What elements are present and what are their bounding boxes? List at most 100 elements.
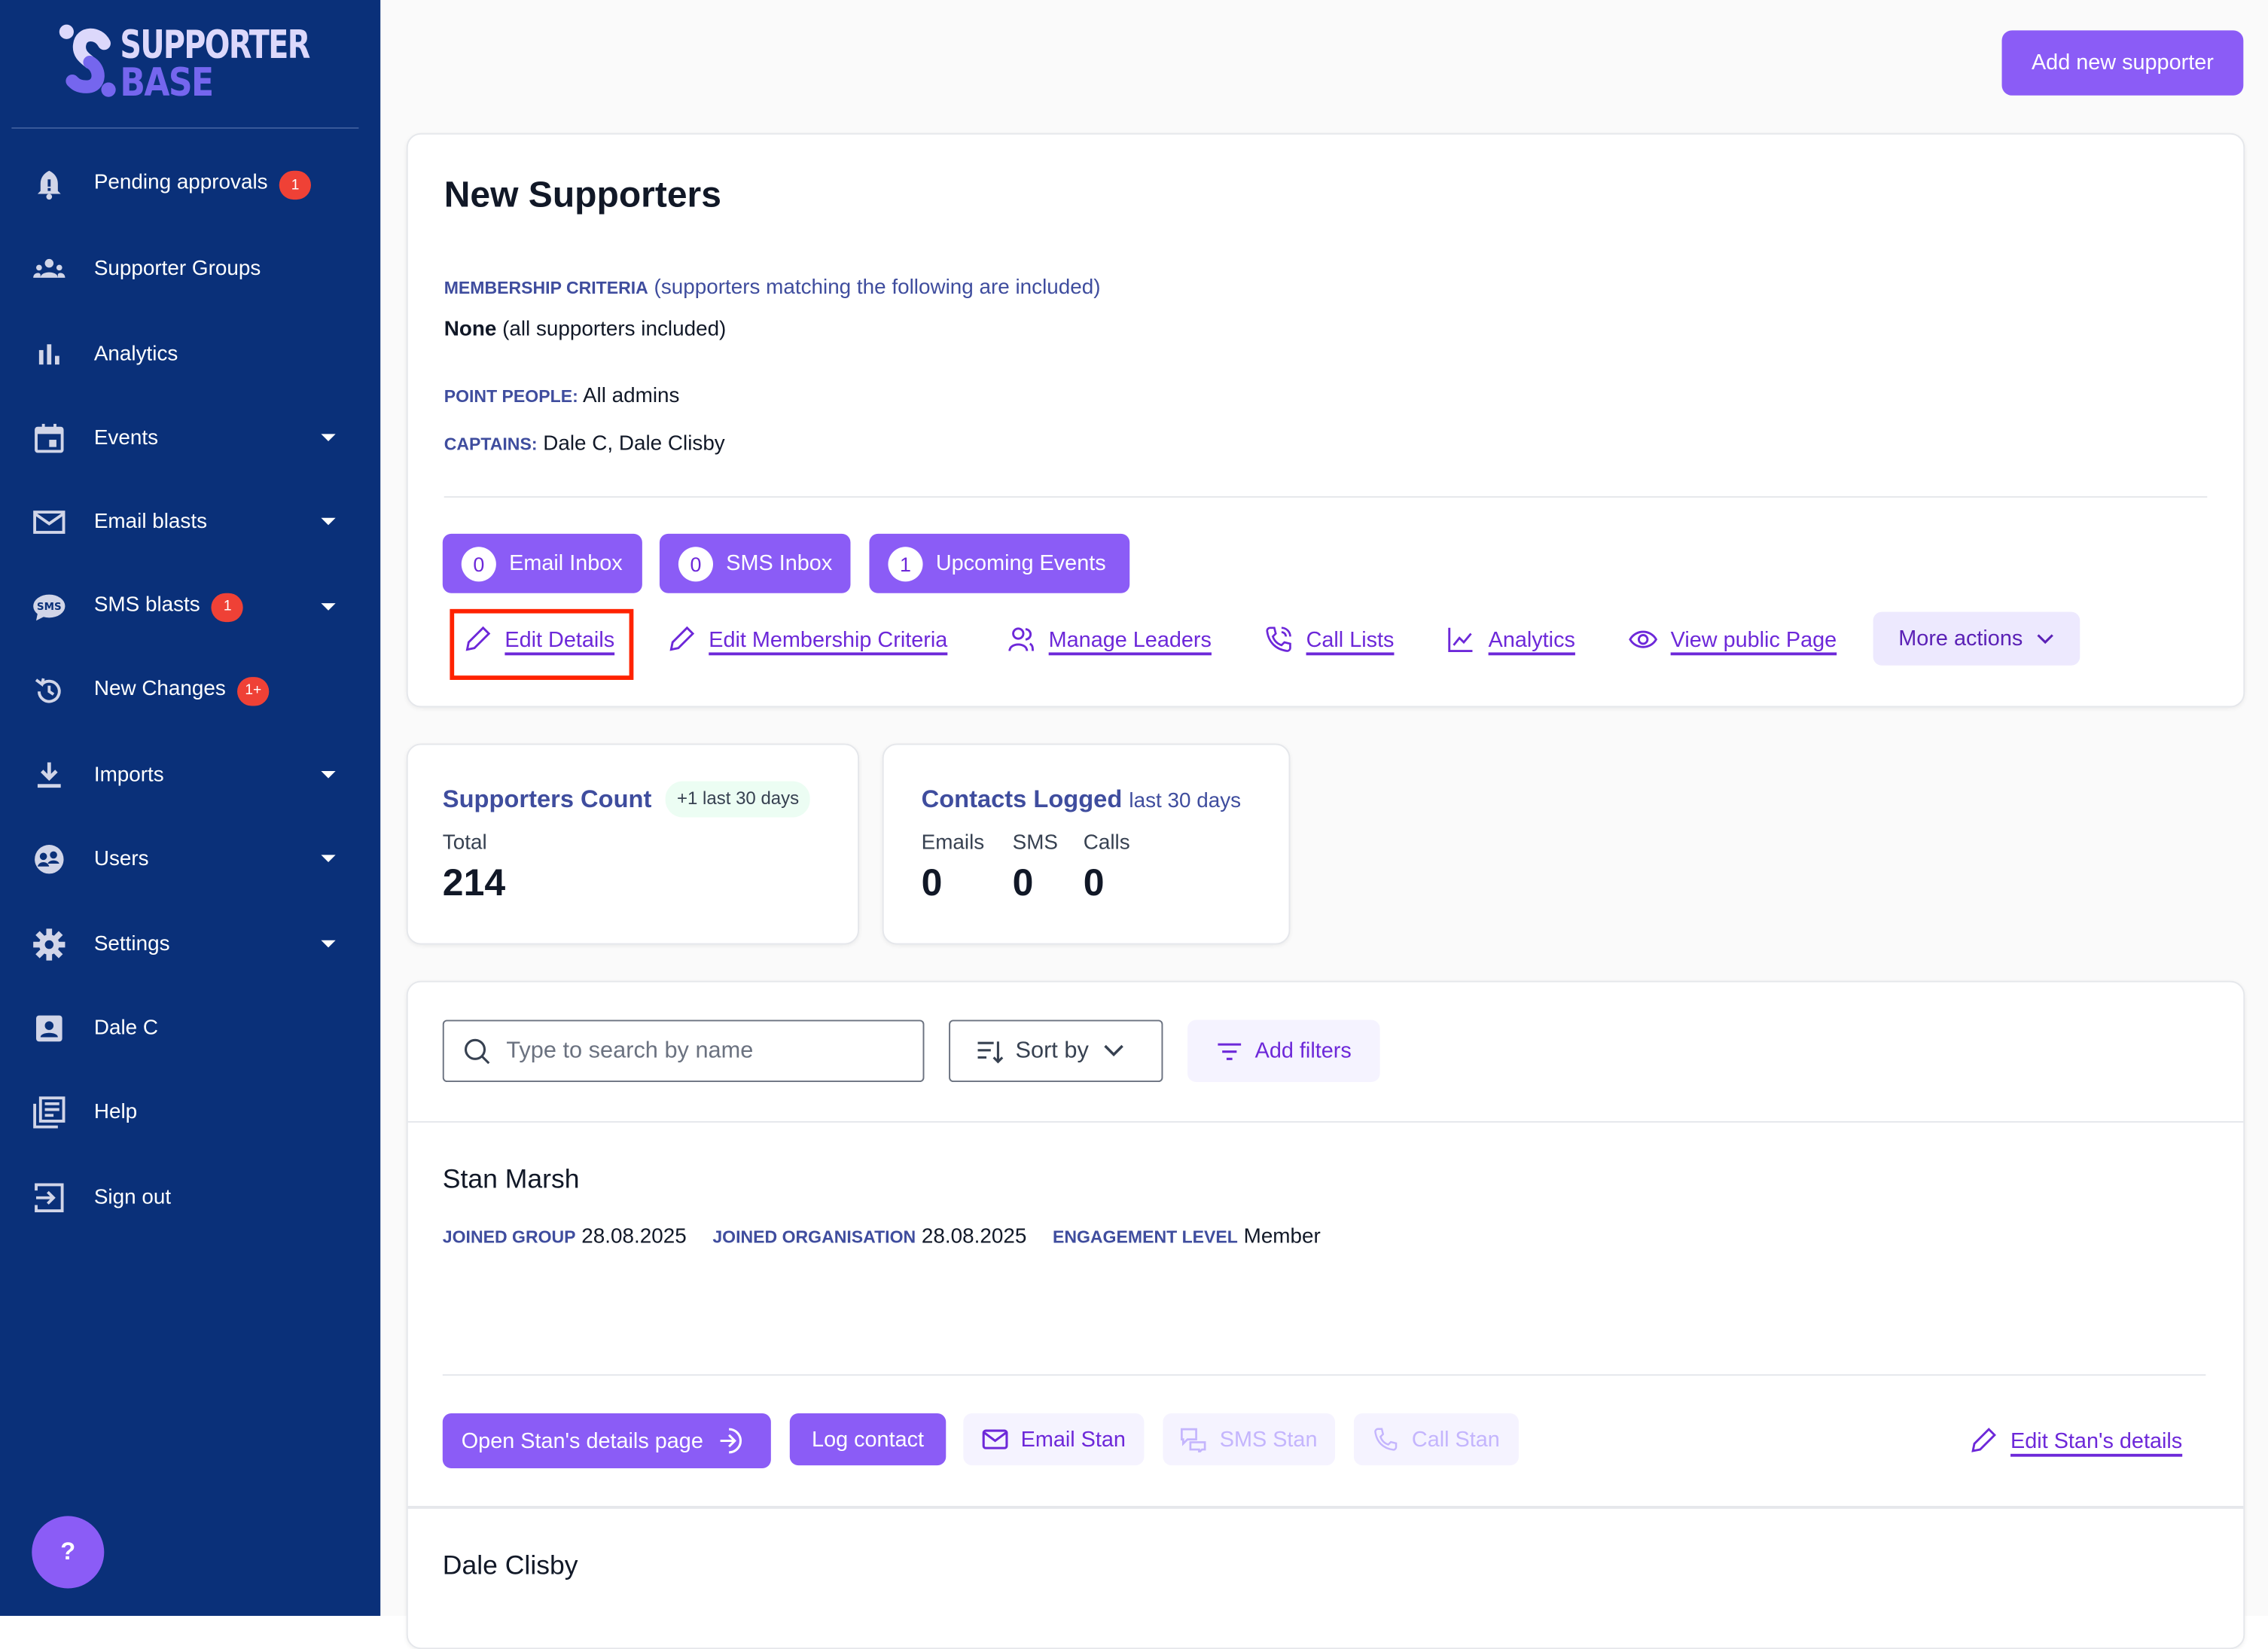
chevron-down-icon <box>1103 1044 1123 1057</box>
sidebar-item-label: Users <box>93 848 149 872</box>
pencil-icon <box>465 626 491 651</box>
captains: CAPTAINS: Dale C, Dale Clisby <box>444 432 725 456</box>
sidebar-item-label: Supporter Groups <box>93 258 261 282</box>
supporter-meta: JOINED GROUP 28.08.2025 JOINED ORGANISAT… <box>442 1225 1321 1248</box>
search-input[interactable]: Type to search by name <box>442 1020 925 1083</box>
download-icon <box>32 758 66 793</box>
sidebar-item-label: Help <box>93 1101 138 1125</box>
view-public-page-link[interactable]: View public Page <box>1629 625 1837 654</box>
caret-down-icon[interactable] <box>321 771 336 779</box>
email-stan-button[interactable]: Email Stan <box>963 1413 1145 1466</box>
sidebar-item-label: Dale C <box>93 1017 159 1041</box>
sms-inbox-button[interactable]: 0 SMS Inbox <box>659 533 851 593</box>
sidebar-item-label: Email blasts <box>93 511 208 535</box>
mail-icon <box>32 505 66 540</box>
gear-icon <box>32 927 66 962</box>
supporter-name[interactable]: Stan Marsh <box>442 1163 580 1193</box>
sidebar-item-dale-c[interactable]: Dale C <box>0 1000 380 1058</box>
filter-icon <box>1217 1042 1241 1059</box>
caret-down-icon[interactable] <box>321 940 336 947</box>
divider <box>444 495 2208 498</box>
chevron-down-icon <box>2038 633 2054 644</box>
membership-criteria: MEMBERSHIP CRITERIA (supporters matching… <box>444 276 1101 300</box>
upcoming-events-button[interactable]: 1 Upcoming Events <box>869 533 1130 593</box>
svg-text:SMS: SMS <box>37 601 62 612</box>
sidebar-item-analytics[interactable]: Analytics <box>0 325 380 383</box>
supporters-count-card: Supporters Count +1 last 30 days Total 2… <box>406 743 860 945</box>
sidebar-item-pending-approvals[interactable]: Pending approvals 1 <box>0 156 380 214</box>
edit-details-link[interactable]: Edit Details <box>463 625 614 654</box>
sidebar-item-settings[interactable]: Settings <box>0 916 380 974</box>
criteria-value: None (all supporters included) <box>444 318 727 342</box>
highlight-box <box>450 608 634 680</box>
bell-alert-icon <box>32 168 66 203</box>
count-badge: 1 <box>212 592 244 622</box>
sidebar: SUPPORTER BASE Pending approvals 1 Support… <box>0 0 381 1616</box>
sms-stan-button[interactable]: SMS Stan <box>1163 1413 1335 1466</box>
sidebar-item-sms-blasts[interactable]: SMS SMS blasts 1 <box>0 578 380 636</box>
caret-down-icon[interactable] <box>321 602 336 610</box>
log-contact-button[interactable]: Log contact <box>789 1413 947 1466</box>
manage-leaders-link[interactable]: Manage Leaders <box>1007 625 1212 654</box>
users-icon <box>32 843 66 877</box>
groups-icon <box>32 252 66 287</box>
supporters-total: 214 <box>442 861 506 904</box>
phone-icon <box>1266 626 1291 652</box>
sidebar-item-new-changes[interactable]: New Changes 1+ <box>0 663 380 721</box>
sidebar-item-sign-out[interactable]: Sign out <box>0 1169 380 1227</box>
phone-icon <box>1374 1428 1398 1451</box>
sidebar-item-label: Pending approvals 1 <box>94 170 312 200</box>
supporters-list-card <box>406 980 2245 1649</box>
sms-icon: SMS <box>32 590 66 624</box>
supporter-name[interactable]: Dale Clisby <box>442 1549 578 1580</box>
pencil-icon <box>669 626 695 651</box>
sort-by-dropdown[interactable]: Sort by <box>949 1020 1163 1083</box>
calendar-icon <box>32 421 66 456</box>
call-stan-button[interactable]: Call Stan <box>1353 1413 1519 1466</box>
mail-icon <box>982 1429 1007 1449</box>
sidebar-divider <box>11 127 359 129</box>
sidebar-item-users[interactable]: Users <box>0 831 380 889</box>
line-chart-icon <box>1448 627 1473 652</box>
caret-down-icon[interactable] <box>321 434 336 441</box>
bar-chart-icon <box>32 337 66 371</box>
sidebar-item-label: Settings <box>93 932 170 956</box>
sidebar-item-label: SMS blasts 1 <box>94 592 244 622</box>
help-button[interactable]: ? <box>32 1516 105 1589</box>
logo: SUPPORTER BASE <box>58 23 310 108</box>
sidebar-item-supporter-groups[interactable]: Supporter Groups <box>0 240 380 298</box>
sidebar-item-label: Sign out <box>93 1185 172 1209</box>
sidebar-item-email-blasts[interactable]: Email blasts <box>0 493 380 551</box>
eye-icon <box>1629 630 1658 648</box>
caret-down-icon[interactable] <box>321 855 336 863</box>
open-details-button[interactable]: Open Stan's details page <box>442 1413 771 1469</box>
sort-icon <box>977 1041 1004 1063</box>
add-new-supporter-button[interactable]: Add new supporter <box>2001 30 2244 96</box>
contacts-logged-card: Contacts Logged last 30 days Emails 0 SM… <box>882 743 1291 945</box>
add-filters-button[interactable]: Add filters <box>1187 1020 1380 1083</box>
users-icon <box>1008 627 1034 651</box>
sidebar-item-help[interactable]: Help <box>0 1084 380 1142</box>
chat-icon <box>1181 1428 1206 1452</box>
sidebar-item-events[interactable]: Events <box>0 409 380 467</box>
edit-stan-details-link[interactable]: Edit Stan's details <box>1968 1426 2182 1455</box>
growth-badge: +1 last 30 days <box>665 781 811 818</box>
sidebar-item-imports[interactable]: Imports <box>0 747 380 805</box>
analytics-link[interactable]: Analytics <box>1446 625 1575 654</box>
arrow-circle-right-icon <box>720 1428 742 1454</box>
group-card: New Supporters MEMBERSHIP CRITERIA (supp… <box>406 133 2245 708</box>
point-people: POINT PEOPLE: All admins <box>444 385 680 408</box>
sidebar-item-label: Events <box>93 426 159 450</box>
email-inbox-button[interactable]: 0 Email Inbox <box>442 533 642 593</box>
more-actions-button[interactable]: More actions <box>1873 611 2081 666</box>
caret-down-icon[interactable] <box>321 518 336 526</box>
search-icon <box>464 1038 490 1064</box>
pencil-icon <box>1971 1428 1996 1452</box>
sidebar-item-label: Analytics <box>93 342 178 366</box>
account-icon <box>32 1011 66 1046</box>
history-icon <box>32 674 66 709</box>
edit-membership-criteria-link[interactable]: Edit Membership Criteria <box>667 625 947 654</box>
sign-out-icon <box>32 1180 66 1215</box>
call-lists-link[interactable]: Call Lists <box>1264 625 1394 654</box>
page-title: New Supporters <box>444 175 721 216</box>
